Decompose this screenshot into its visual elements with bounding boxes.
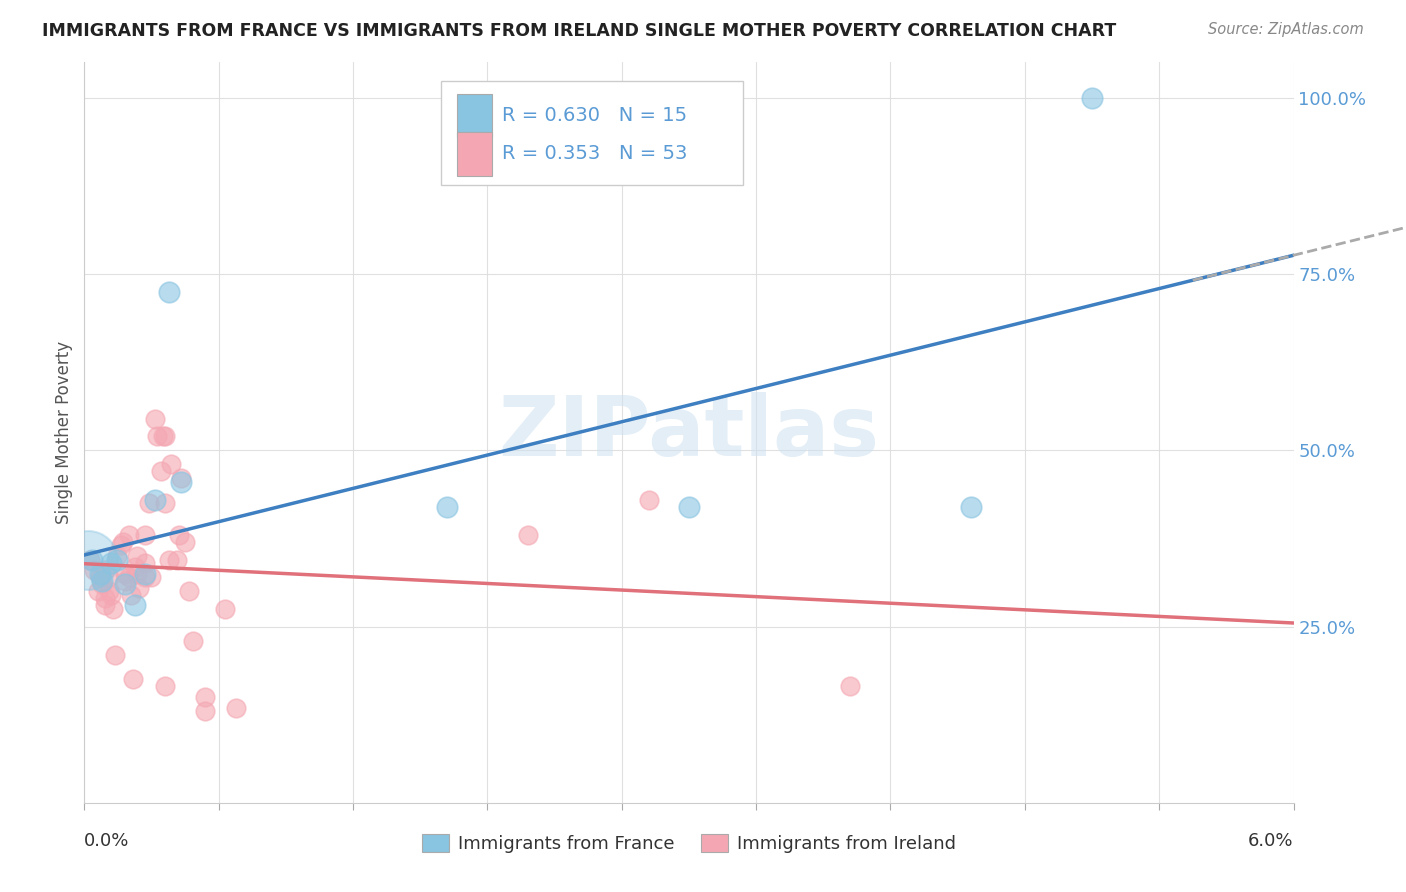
Point — [93, 591, 115, 606]
Point — [839, 680, 862, 694]
Point — [181, 633, 204, 648]
Point — [124, 599, 146, 613]
Point — [97, 570, 120, 584]
Point — [1081, 91, 1104, 105]
Point — [121, 673, 143, 687]
Point — [143, 411, 166, 425]
Point — [82, 552, 104, 566]
Point — [100, 556, 122, 570]
Point — [91, 574, 114, 588]
Point — [134, 570, 156, 584]
Point — [114, 574, 136, 588]
Point — [105, 552, 128, 566]
Point — [91, 577, 114, 591]
Point — [678, 500, 700, 514]
Point — [179, 584, 201, 599]
Point — [111, 535, 134, 549]
Point — [93, 563, 115, 577]
Text: ZIPatlas: ZIPatlas — [499, 392, 879, 473]
Point — [960, 500, 983, 514]
Point — [79, 552, 101, 566]
Point — [139, 570, 162, 584]
Point — [170, 475, 193, 489]
FancyBboxPatch shape — [441, 81, 744, 185]
Text: Source: ZipAtlas.com: Source: ZipAtlas.com — [1208, 22, 1364, 37]
Point — [104, 648, 127, 662]
Point — [149, 464, 172, 478]
Point — [118, 528, 141, 542]
Point — [516, 528, 538, 542]
Point — [166, 552, 188, 566]
Point — [124, 559, 146, 574]
Point — [128, 581, 150, 595]
Point — [194, 704, 217, 718]
Point — [146, 429, 169, 443]
Point — [134, 556, 156, 570]
Point — [637, 492, 659, 507]
Point — [114, 577, 136, 591]
Point — [77, 552, 100, 566]
Point — [134, 566, 156, 581]
Point — [170, 471, 193, 485]
FancyBboxPatch shape — [457, 94, 492, 137]
Point — [225, 700, 247, 714]
Legend: Immigrants from France, Immigrants from Ireland: Immigrants from France, Immigrants from … — [415, 827, 963, 861]
Y-axis label: Single Mother Poverty: Single Mother Poverty — [55, 341, 73, 524]
Point — [153, 680, 176, 694]
Point — [157, 552, 180, 566]
Text: 6.0%: 6.0% — [1249, 832, 1294, 850]
Point — [194, 690, 217, 704]
Point — [174, 535, 197, 549]
Point — [153, 429, 176, 443]
Text: R = 0.353   N = 53: R = 0.353 N = 53 — [502, 145, 688, 163]
FancyBboxPatch shape — [457, 132, 492, 176]
Point — [153, 496, 176, 510]
Text: 0.0%: 0.0% — [84, 832, 129, 850]
Point — [101, 602, 124, 616]
Point — [118, 570, 141, 584]
Point — [157, 285, 180, 299]
Point — [160, 458, 183, 472]
Text: R = 0.630   N = 15: R = 0.630 N = 15 — [502, 106, 686, 125]
Point — [436, 500, 458, 514]
Point — [134, 528, 156, 542]
Point — [83, 563, 105, 577]
Point — [138, 496, 160, 510]
Text: IMMIGRANTS FROM FRANCE VS IMMIGRANTS FROM IRELAND SINGLE MOTHER POVERTY CORRELAT: IMMIGRANTS FROM FRANCE VS IMMIGRANTS FRO… — [42, 22, 1116, 40]
Point — [89, 566, 111, 581]
Point — [97, 584, 120, 599]
Point — [125, 549, 148, 563]
Point — [152, 429, 174, 443]
Point — [87, 584, 110, 599]
Point — [105, 549, 128, 563]
Point — [93, 599, 115, 613]
Point — [114, 566, 136, 581]
Point — [125, 566, 148, 581]
Point — [100, 588, 122, 602]
Point — [167, 528, 190, 542]
Point — [110, 538, 132, 552]
Point — [120, 588, 142, 602]
Point — [89, 570, 111, 584]
Point — [143, 492, 166, 507]
Point — [214, 602, 236, 616]
